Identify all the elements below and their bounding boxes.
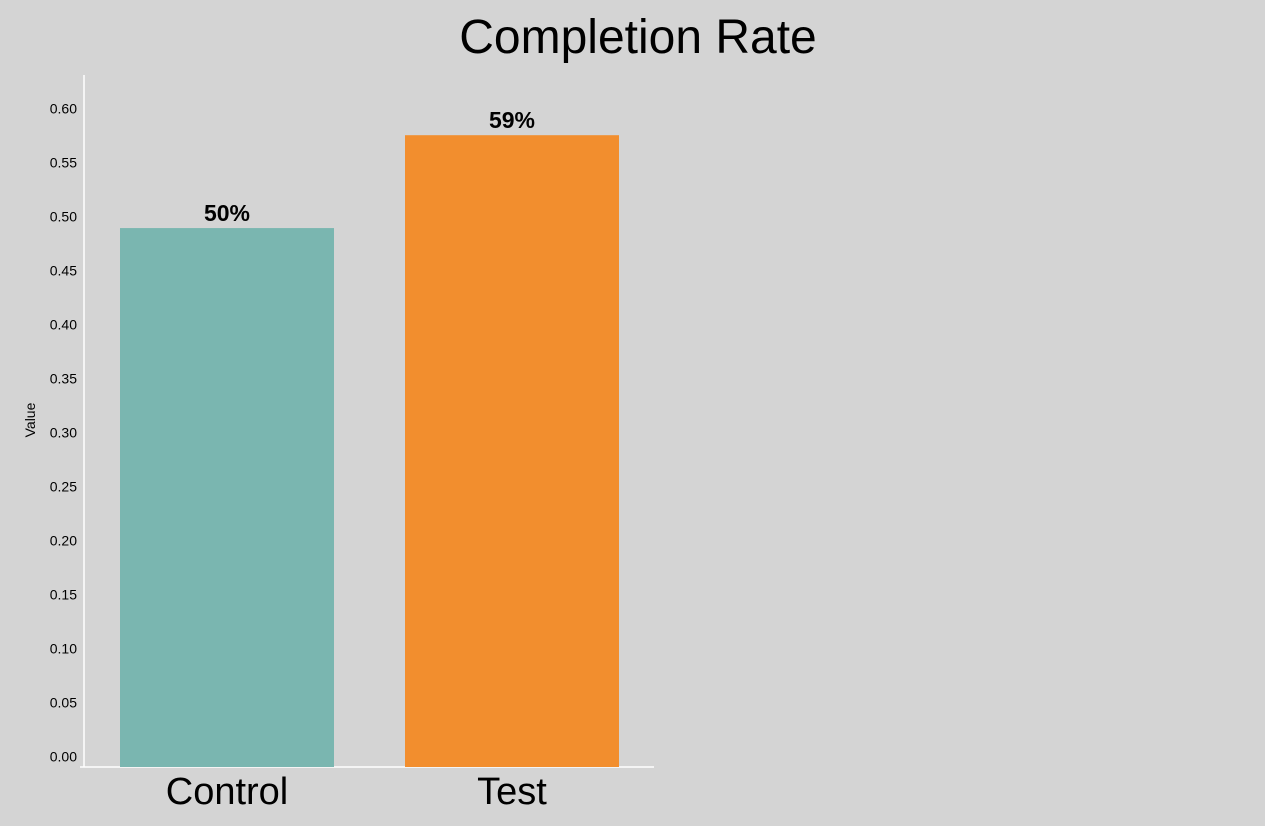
- data-label-test: 59%: [489, 107, 535, 133]
- y-tick-label: 0.00: [50, 749, 77, 765]
- y-tick-label: 0.45: [50, 263, 77, 279]
- data-labels: 50% 59%: [204, 107, 535, 226]
- bars: [120, 135, 619, 767]
- y-axis-ticks: 0.00 0.05 0.10 0.15 0.20 0.25 0.30 0.35 0.40 0.45…: [50, 101, 77, 765]
- y-tick-label: 0.10: [50, 641, 77, 657]
- y-tick-label: 0.25: [50, 479, 77, 495]
- y-tick-label: 0.30: [50, 425, 77, 441]
- y-tick-label: 0.15: [50, 587, 77, 603]
- y-tick-label: 0.20: [50, 533, 77, 549]
- category-labels: Control Test: [166, 771, 548, 813]
- y-tick-label: 0.50: [50, 209, 77, 225]
- data-label-control: 50%: [204, 200, 250, 226]
- y-axis-title: Value: [22, 402, 38, 437]
- bar-test: [405, 135, 619, 767]
- y-tick-label: 0.40: [50, 317, 77, 333]
- x-tick-label-test: Test: [477, 771, 547, 813]
- y-tick-label: 0.05: [50, 695, 77, 711]
- y-tick-label: 0.35: [50, 371, 77, 387]
- chart-title: Completion Rate: [459, 11, 817, 64]
- y-tick-label: 0.60: [50, 101, 77, 117]
- y-tick-label: 0.55: [50, 155, 77, 171]
- x-tick-label-control: Control: [166, 771, 289, 813]
- bar-control: [120, 228, 334, 767]
